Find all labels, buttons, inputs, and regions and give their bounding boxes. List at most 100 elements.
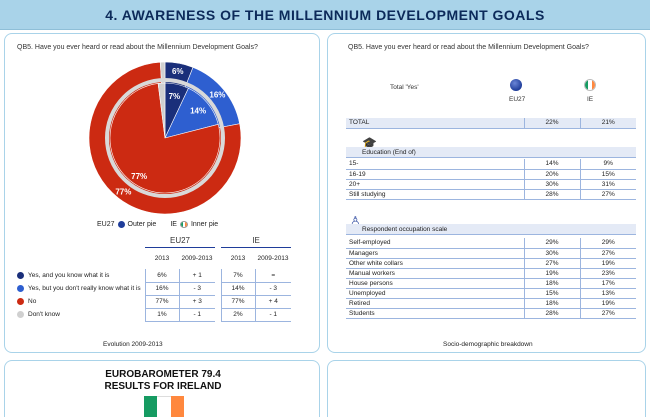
cell-value: 28%: [523, 189, 580, 200]
eurobarometer-title-line1: EUROBAROMETER 79.4: [105, 369, 221, 380]
red-swatch-icon: [17, 297, 24, 305]
pie-chart-panel: QB5. Have you ever heard or read about t…: [4, 33, 320, 353]
cell-value: 18%: [523, 278, 580, 289]
row-label: Don't know: [28, 311, 60, 319]
cell-value: - 3: [254, 282, 291, 296]
row-label: Still studying: [346, 189, 524, 200]
pie-label-inner: 7%: [169, 92, 181, 101]
cell-value: 27%: [579, 308, 636, 319]
cell-value: + 3: [178, 295, 215, 309]
occupation-table: Self-employed 29% 29% Managers 30% 27% Other…: [346, 238, 636, 319]
eurobarometer-title-line2: RESULTS FOR IRELAND: [104, 381, 222, 392]
row-label: Managers: [346, 248, 524, 259]
col-diff: 2009-2013: [257, 254, 289, 262]
cell-value: 2%: [220, 308, 255, 322]
group-eu27: EU27: [145, 234, 215, 248]
page-banner: 4. AWARENESS OF THE MILLENNIUM DEVELOPME…: [0, 0, 650, 30]
breakdown-panel: QB5. Have you ever heard or read about t…: [327, 33, 646, 353]
pie-slice-inner: [109, 83, 221, 194]
legend-ie-label: IE: [170, 221, 177, 228]
cell-value: 15%: [523, 288, 580, 299]
cell-value: 19%: [579, 298, 636, 309]
section-education: Education (End of): [346, 147, 636, 158]
table-row: Manual workers 19% 23%: [346, 268, 636, 279]
pie-label-inner: 77%: [131, 172, 147, 181]
table-row: 16-19 20% 15%: [346, 169, 636, 180]
empty-panel: [327, 360, 646, 417]
row-label: Other white collars: [346, 258, 524, 269]
cell-value: 28%: [523, 308, 580, 319]
cell-value: 14%: [523, 159, 580, 170]
cell-value: - 1: [178, 308, 215, 322]
cell-value: 14%: [220, 282, 255, 296]
eu-globe-icon: [510, 79, 522, 91]
row-label: Retired: [346, 298, 524, 309]
cell-value: 27%: [523, 258, 580, 269]
table-row: Unemployed 15% 13%: [346, 288, 636, 299]
cell-value: - 1: [254, 308, 291, 322]
row-label: 20+: [346, 179, 524, 190]
ireland-flag-icon: [584, 79, 596, 91]
cell-value: + 4: [254, 295, 291, 309]
eurobarometer-title: EUROBAROMETER 79.4 RESULTS FOR IRELAND: [5, 369, 321, 393]
table-row: Managers 30% 27%: [346, 248, 636, 259]
col-diff: 2009-2013: [181, 254, 213, 262]
eurobarometer-panel: EUROBAROMETER 79.4 RESULTS FOR IRELAND: [4, 360, 320, 417]
cell-value: 15%: [579, 169, 636, 180]
graduation-cap-icon: 🎓: [362, 136, 377, 150]
row-label: Yes, and you know what it is: [28, 272, 110, 280]
cell-value: + 1: [178, 269, 215, 283]
grey-swatch-icon: [17, 310, 24, 318]
cell-value: 7%: [220, 269, 255, 283]
dark-blue-swatch-icon: [17, 271, 24, 279]
legend-eu27-pie: Outer pie: [127, 221, 157, 228]
eu-globe-icon: [117, 221, 125, 228]
table-row: Still studying 28% 27%: [346, 189, 636, 200]
cell-value: 31%: [579, 179, 636, 190]
evolution-table: EU27 IE 2013 2009-2013 2013 2009-2013 Ye…: [15, 234, 291, 322]
pie-chart: 6% 16% 77% 7% 14% 77%: [88, 61, 242, 215]
group-ie: IE: [221, 234, 291, 248]
cell-value: 27%: [579, 248, 636, 259]
cell-value: 6%: [144, 269, 179, 283]
cell-value: 19%: [579, 258, 636, 269]
section-occupation: Respondent occupation scale: [346, 224, 636, 235]
total-yes-label: Total 'Yes': [390, 84, 419, 91]
section-title: Education (End of): [362, 148, 416, 156]
table-row: Other white collars 27% 19%: [346, 258, 636, 269]
cell-value: 27%: [579, 189, 636, 200]
cell-value: 20%: [523, 169, 580, 180]
cell-value: 22%: [523, 118, 580, 129]
cell-value: =: [254, 269, 291, 283]
cell-value: 9%: [579, 159, 636, 170]
row-label: Self-employed: [346, 238, 524, 249]
legend-ie-pie: Inner pie: [190, 221, 219, 228]
col-eu27: EU27: [509, 96, 526, 103]
question-text: QB5. Have you ever heard or read about t…: [17, 44, 258, 51]
cell-value: 29%: [579, 238, 636, 249]
row-label: Unemployed: [346, 288, 524, 299]
ireland-flag-icon: [144, 396, 184, 417]
table-row: Yes, but you don't really know what it i…: [15, 282, 291, 296]
cell-value: 18%: [523, 298, 580, 309]
row-label: No: [28, 298, 37, 306]
table-row: Retired 18% 19%: [346, 298, 636, 309]
table-row: 15- 14% 9%: [346, 159, 636, 170]
page-title: 4. AWARENESS OF THE MILLENNIUM DEVELOPME…: [105, 6, 545, 23]
table-row: Self-employed 29% 29%: [346, 238, 636, 249]
cell-value: 23%: [579, 268, 636, 279]
row-label: Manual workers: [346, 268, 524, 279]
cell-value: 13%: [579, 288, 636, 299]
row-label: TOTAL: [346, 118, 524, 129]
cell-value: 21%: [579, 118, 636, 129]
cell-value: 1%: [144, 308, 179, 322]
cell-value: 77%: [220, 295, 255, 309]
cell-value: 30%: [523, 179, 580, 190]
table-row: Yes, and you know what it is 6% + 1 7% =: [15, 269, 291, 283]
pie-label-outer: 77%: [115, 188, 131, 197]
row-label: 16-19: [346, 169, 524, 180]
cell-value: 19%: [523, 268, 580, 279]
pie-slice-inner: [157, 82, 166, 139]
pie-label-inner: 14%: [190, 107, 206, 116]
table-row: No 77% + 3 77% + 4: [15, 295, 291, 309]
